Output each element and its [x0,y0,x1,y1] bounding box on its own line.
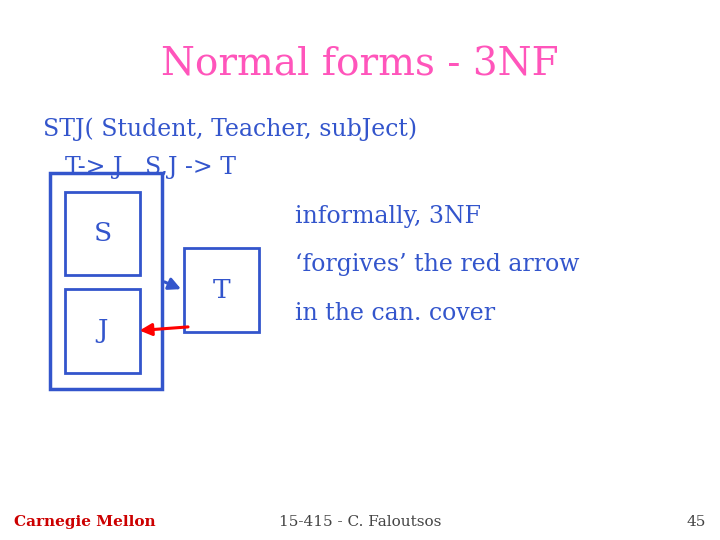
Text: STJ( Student, Teacher, subJect): STJ( Student, Teacher, subJect) [43,118,418,141]
Text: S: S [94,221,112,246]
Bar [184,248,259,332]
Text: T-> J   S,J -> T: T-> J S,J -> T [65,156,236,179]
Bar [65,192,140,275]
Text: Normal forms - 3NF: Normal forms - 3NF [161,46,559,83]
Bar [65,289,140,373]
Bar [50,173,162,389]
Text: J: J [97,318,108,343]
Text: 45: 45 [686,515,706,529]
Text: ‘forgives’ the red arrow: ‘forgives’ the red arrow [295,253,580,276]
Text: Carnegie Mellon: Carnegie Mellon [14,515,156,529]
Text: T: T [212,278,230,303]
Text: in the can. cover: in the can. cover [295,302,495,325]
Text: 15-415 - C. Faloutsos: 15-415 - C. Faloutsos [279,515,441,529]
Text: informally, 3NF: informally, 3NF [295,205,481,227]
